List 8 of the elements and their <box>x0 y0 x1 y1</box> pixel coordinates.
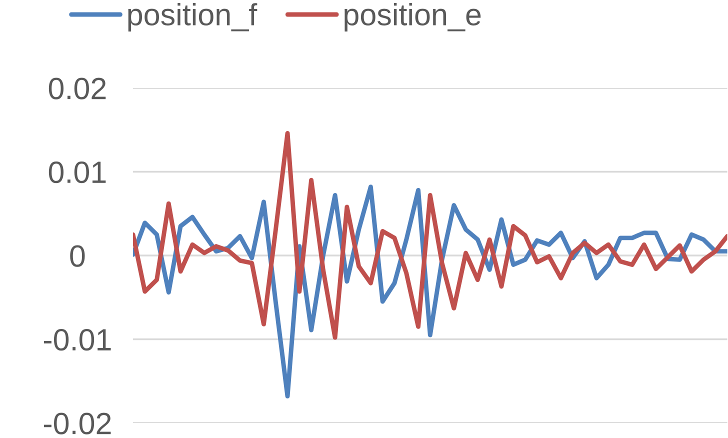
y-tick-label: 0.02 <box>48 78 106 100</box>
y-tick-label: 0 <box>70 245 85 267</box>
legend-label: position_f <box>128 3 258 32</box>
y-tick-label: 0.01 <box>48 161 106 184</box>
line-series <box>133 131 728 340</box>
legend-label: position_e <box>344 3 481 32</box>
y-tick-label: -0.02 <box>44 412 111 434</box>
y-tick-label: -0.01 <box>44 328 111 351</box>
